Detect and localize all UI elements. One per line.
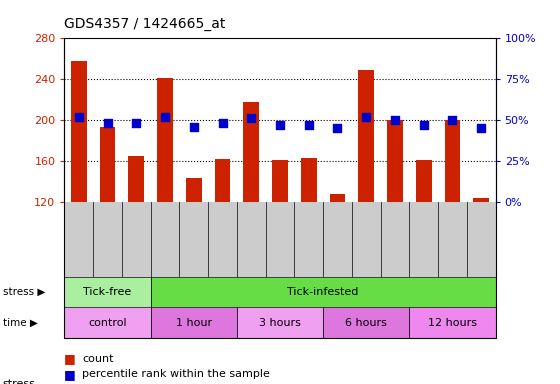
Bar	[358, 70, 374, 202]
Bar	[100, 127, 115, 202]
Text: Tick-infested: Tick-infested	[287, 287, 359, 297]
Bar	[237, 307, 323, 338]
Text: stress: stress	[3, 379, 36, 384]
Point	[362, 114, 371, 120]
Bar	[186, 178, 202, 202]
Point	[132, 120, 141, 126]
Point	[161, 114, 170, 120]
Point	[419, 122, 428, 128]
Bar	[272, 160, 288, 202]
Text: stress ▶: stress ▶	[3, 287, 45, 297]
Point	[103, 120, 112, 126]
Text: 6 hours: 6 hours	[346, 318, 387, 328]
Bar	[330, 194, 346, 202]
Point	[218, 120, 227, 126]
Point	[390, 117, 399, 123]
Point	[74, 114, 83, 120]
Bar	[128, 156, 144, 202]
Bar	[409, 307, 496, 338]
Point	[304, 122, 313, 128]
Bar	[323, 307, 409, 338]
Point	[477, 125, 486, 131]
Bar	[157, 78, 173, 202]
Text: percentile rank within the sample: percentile rank within the sample	[82, 369, 270, 379]
Bar	[387, 120, 403, 202]
Text: 1 hour: 1 hour	[176, 318, 212, 328]
Bar	[71, 61, 87, 202]
Bar	[244, 102, 259, 202]
Point	[276, 122, 284, 128]
Text: 3 hours: 3 hours	[259, 318, 301, 328]
Bar	[64, 307, 151, 338]
Text: ■: ■	[64, 368, 80, 381]
Text: GDS4357 / 1424665_at: GDS4357 / 1424665_at	[64, 17, 226, 31]
Point	[247, 115, 256, 121]
Bar	[445, 120, 460, 202]
Point	[189, 124, 198, 130]
Text: control: control	[88, 318, 127, 328]
Bar	[473, 198, 489, 202]
Point	[333, 125, 342, 131]
Bar	[301, 158, 316, 202]
Bar	[151, 276, 496, 307]
Text: Tick-free: Tick-free	[83, 287, 132, 297]
Point	[448, 117, 457, 123]
Text: count: count	[82, 354, 114, 364]
Bar	[64, 276, 151, 307]
Text: time ▶: time ▶	[3, 318, 38, 328]
Bar	[214, 159, 230, 202]
Text: ■: ■	[64, 353, 80, 366]
Text: 12 hours: 12 hours	[428, 318, 477, 328]
Bar	[151, 307, 237, 338]
Bar	[416, 160, 432, 202]
